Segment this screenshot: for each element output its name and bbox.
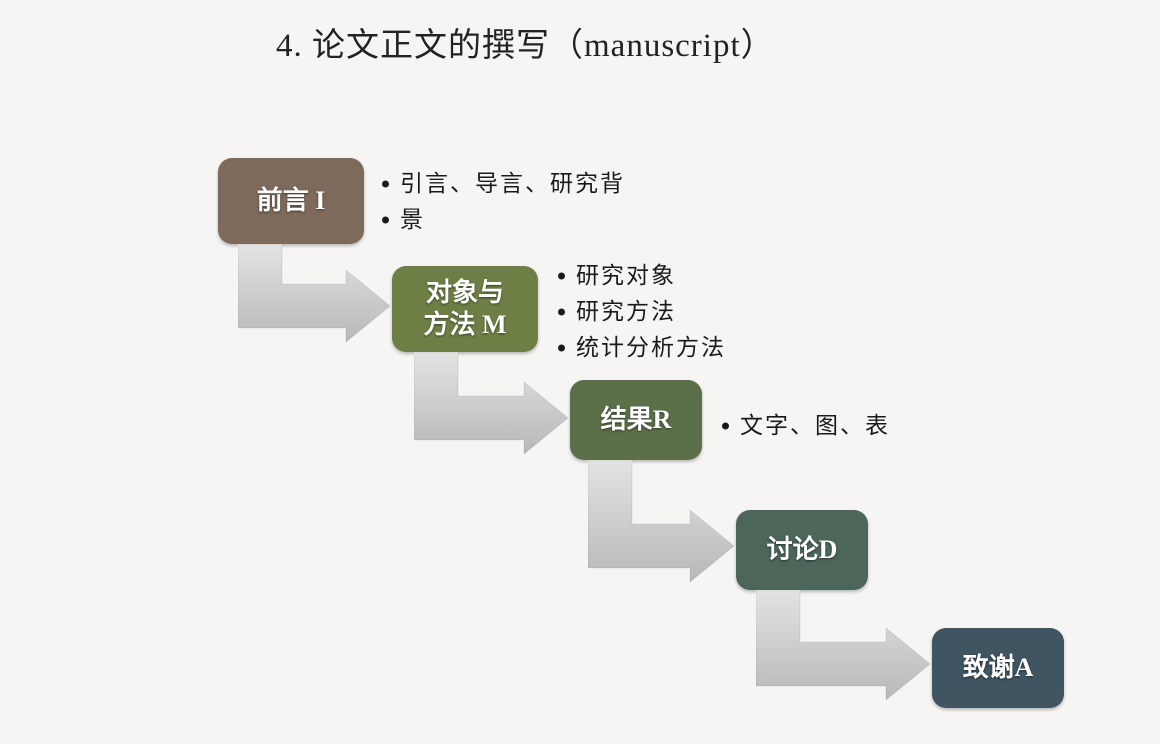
flow-arrow-methods-to-results	[414, 352, 568, 454]
bullets-results: 文字、图、表	[718, 408, 890, 444]
bullet-item: 研究方法	[554, 294, 726, 330]
flow-box-methods: 对象与方法 M	[392, 266, 538, 352]
flow-box-results: 结果R	[570, 380, 702, 460]
bullet-item: 统计分析方法	[554, 330, 726, 366]
bullet-item: 引言、导言、研究背	[378, 166, 625, 202]
bullets-methods: 研究对象研究方法统计分析方法	[554, 258, 726, 366]
page-title: 4. 论文正文的撰写（manuscript）	[276, 18, 775, 66]
flow-arrow-results-to-discussion	[588, 460, 734, 582]
flow-arrow-intro-to-methods	[238, 244, 390, 342]
bullet-item: 景	[378, 202, 625, 238]
bullet-item: 研究对象	[554, 258, 726, 294]
bullet-item: 文字、图、表	[718, 408, 890, 444]
flow-box-intro: 前言 I	[218, 158, 364, 244]
flow-arrow-discussion-to-ack	[756, 590, 930, 700]
flow-box-ack: 致谢A	[932, 628, 1064, 708]
diagram-stage: 4. 论文正文的撰写（manuscript） 前言 I 对象与方法 M 结果R 讨论D 致…	[0, 0, 1160, 744]
flow-box-discussion: 讨论D	[736, 510, 868, 590]
bullets-intro: 引言、导言、研究背景	[378, 166, 625, 238]
